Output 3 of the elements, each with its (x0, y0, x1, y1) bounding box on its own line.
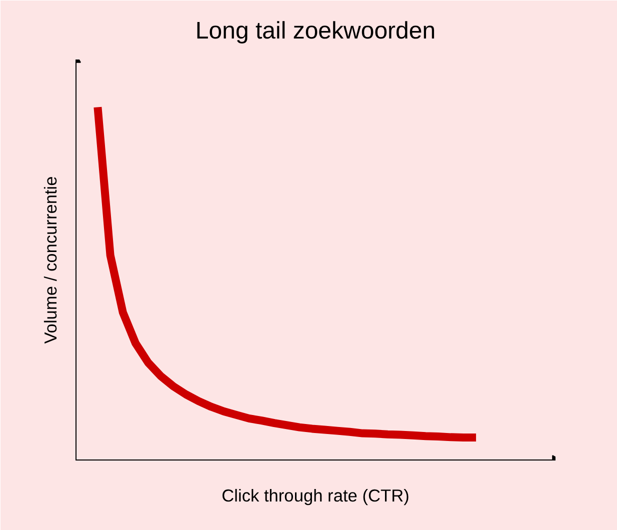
y-axis-title: Volume / concurrentie (40, 176, 60, 344)
x-axis-title: Click through rate (CTR) (222, 486, 410, 506)
chart-title: Long tail zoekwoorden (195, 18, 436, 44)
